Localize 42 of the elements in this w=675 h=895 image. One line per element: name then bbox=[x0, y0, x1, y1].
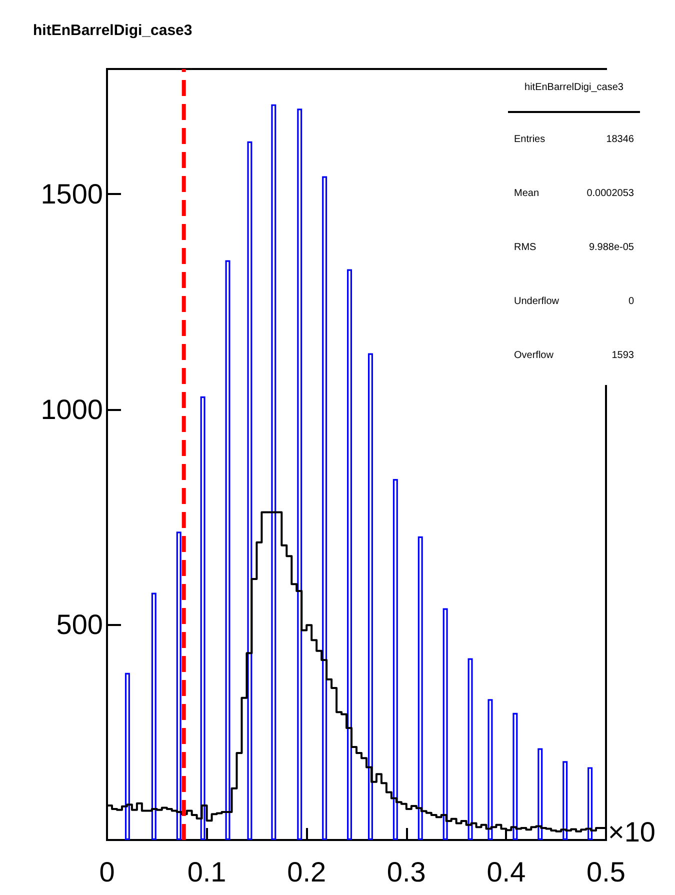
x-tick-label: 0.3 bbox=[386, 856, 426, 888]
annotation: Overflow bbox=[514, 349, 554, 363]
text: 18346 bbox=[606, 134, 634, 145]
bar bbox=[538, 748, 543, 840]
bar bbox=[418, 536, 423, 840]
bar bbox=[176, 532, 182, 840]
bar bbox=[271, 104, 276, 840]
annotation: Underflow bbox=[514, 295, 560, 309]
text: 1593 bbox=[612, 350, 634, 361]
annotation: 9.988e-05 bbox=[588, 241, 634, 255]
bar bbox=[488, 699, 493, 840]
bar bbox=[512, 712, 518, 840]
y-tick-label: 1500 bbox=[40, 178, 103, 210]
bar bbox=[347, 269, 352, 840]
annotation: Mean bbox=[514, 187, 540, 201]
bar bbox=[322, 176, 328, 840]
annotation: RMS bbox=[514, 241, 536, 255]
x-tick-label: 0.5 bbox=[586, 856, 626, 888]
bar bbox=[368, 353, 373, 840]
bar bbox=[151, 592, 156, 840]
annotation: hitEnBarrelDigi_case3 bbox=[508, 70, 640, 113]
annotation: 0.0002053 bbox=[586, 187, 634, 201]
bar bbox=[297, 108, 302, 840]
bar bbox=[200, 396, 206, 840]
x-tick-label: 0 bbox=[99, 856, 115, 888]
bar bbox=[225, 260, 230, 840]
bar bbox=[588, 767, 593, 840]
x-tick-label: 0.1 bbox=[187, 856, 226, 888]
y-tick-label: 1000 bbox=[40, 394, 103, 425]
x-axis-title: ×10 bbox=[608, 816, 656, 848]
annotation: Entries bbox=[514, 133, 546, 147]
bar bbox=[562, 761, 568, 840]
bar bbox=[468, 658, 473, 840]
chart-title: hitEnBarrelDigi_case3 bbox=[33, 22, 192, 39]
y-tick-label: 500 bbox=[56, 609, 103, 640]
x-tick-label: 0.2 bbox=[287, 856, 326, 888]
bar bbox=[392, 479, 398, 840]
text: 0 bbox=[628, 296, 634, 307]
x-tick-label: 0.4 bbox=[486, 856, 526, 888]
bar bbox=[247, 141, 252, 840]
bar bbox=[124, 672, 130, 840]
bar bbox=[442, 608, 448, 840]
